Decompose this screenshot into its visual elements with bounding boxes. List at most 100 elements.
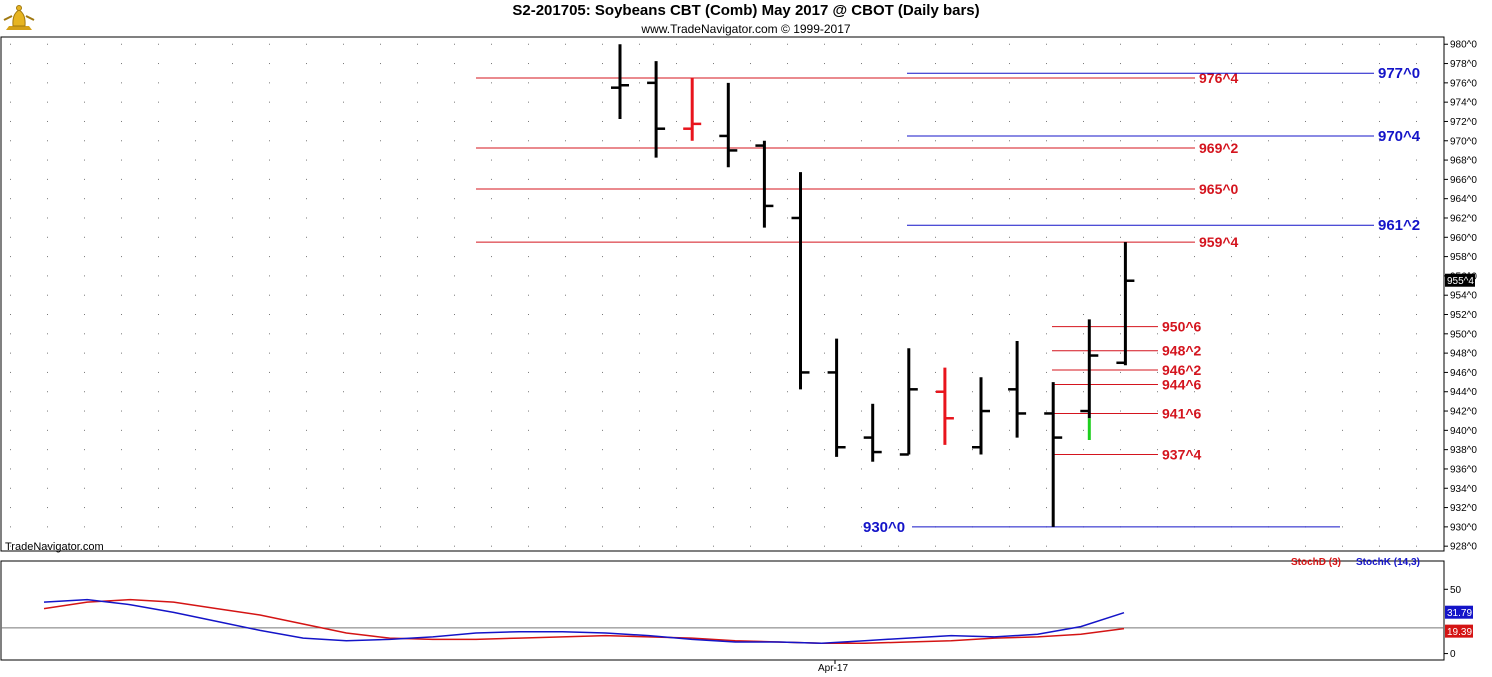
grid-dot	[935, 294, 936, 296]
y-tick-label: 980^0	[1450, 40, 1477, 51]
grid-dot	[1009, 236, 1010, 238]
grid-dot	[1268, 468, 1269, 470]
legend-stochd: StochD (3)	[1291, 557, 1341, 568]
grid-dot	[602, 275, 603, 277]
grid-dot	[10, 236, 11, 238]
grid-dot	[1194, 159, 1195, 161]
grid-dot	[1009, 314, 1010, 316]
grid-dot	[306, 391, 307, 393]
grid-dot	[84, 545, 85, 547]
grid-dot	[1120, 275, 1121, 277]
grid-dot	[306, 294, 307, 296]
grid-dot	[1268, 429, 1269, 431]
level-label-red: 937^4	[1162, 446, 1202, 462]
grid-dot	[10, 140, 11, 142]
grid-dot	[491, 101, 492, 103]
grid-dot	[1157, 468, 1158, 470]
grid-dot	[1009, 82, 1010, 84]
grid-dot	[84, 43, 85, 45]
grid-dot	[1009, 487, 1010, 489]
grid-dot	[1120, 545, 1121, 547]
y-tick-label: 942^0	[1450, 407, 1477, 418]
grid-dot	[269, 314, 270, 316]
grid-dot	[898, 526, 899, 528]
grid-dot	[121, 256, 122, 258]
grid-dot	[1268, 159, 1269, 161]
grid-dot	[269, 120, 270, 122]
grid-dot	[1120, 410, 1121, 412]
grid-dot	[565, 198, 566, 200]
stochastic-panel-frame	[0, 560, 1445, 661]
grid-dot	[1194, 429, 1195, 431]
grid-dot	[380, 294, 381, 296]
grid-dot	[972, 352, 973, 354]
grid-dot	[121, 43, 122, 45]
grid-dot	[528, 178, 529, 180]
grid-dot	[84, 82, 85, 84]
grid-dot	[1231, 333, 1232, 335]
grid-dot	[824, 101, 825, 103]
grid-dot	[10, 352, 11, 354]
ohlc-bar	[611, 44, 629, 120]
grid-dot	[1194, 217, 1195, 219]
grid-dot	[861, 256, 862, 258]
grid-dot	[491, 468, 492, 470]
grid-dot	[1342, 140, 1343, 142]
grid-dot	[639, 449, 640, 451]
grid-dot	[491, 526, 492, 528]
grid-dot	[454, 371, 455, 373]
grid-dot	[195, 294, 196, 296]
grid-dot	[565, 371, 566, 373]
grid-dot	[195, 82, 196, 84]
y-tick-label: 972^0	[1450, 117, 1477, 128]
grid-dot	[713, 236, 714, 238]
grid-dot	[824, 487, 825, 489]
grid-dot	[454, 314, 455, 316]
grid-dot	[1120, 371, 1121, 373]
ohlc-bar	[1044, 382, 1063, 527]
grid-dot	[750, 63, 751, 65]
grid-dot	[1083, 43, 1084, 45]
last-price-box	[1445, 273, 1475, 287]
grid-dot	[750, 101, 751, 103]
grid-dot	[1157, 545, 1158, 547]
grid-dot	[898, 178, 899, 180]
grid-dot	[1342, 275, 1343, 277]
grid-dot	[787, 275, 788, 277]
grid-dot	[121, 120, 122, 122]
grid-dot	[898, 468, 899, 470]
grid-dot	[1046, 101, 1047, 103]
grid-dot	[1305, 140, 1306, 142]
grid-dot	[454, 120, 455, 122]
grid-dot	[269, 159, 270, 161]
grid-dot	[787, 526, 788, 528]
grid-dot	[713, 159, 714, 161]
grid-dot	[84, 526, 85, 528]
grid-dot	[824, 217, 825, 219]
grid-dot	[1083, 140, 1084, 142]
grid-dot	[1120, 101, 1121, 103]
grid-dot	[454, 140, 455, 142]
grid-dot	[861, 333, 862, 335]
grid-dot	[676, 371, 677, 373]
grid-dot	[10, 391, 11, 393]
grid-dot	[1009, 101, 1010, 103]
grid-dot	[824, 468, 825, 470]
grid-dot	[343, 391, 344, 393]
grid-dot	[195, 333, 196, 335]
grid-dot	[972, 140, 973, 142]
grid-dot	[787, 82, 788, 84]
grid-dot	[676, 314, 677, 316]
grid-dot	[491, 391, 492, 393]
grid-dot	[84, 120, 85, 122]
grid-dot	[454, 294, 455, 296]
grid-dot	[380, 217, 381, 219]
grid-dot	[1009, 371, 1010, 373]
grid-dot	[47, 178, 48, 180]
grid-dot	[676, 275, 677, 277]
grid-dot	[639, 352, 640, 354]
grid-dot	[750, 159, 751, 161]
grid-dot	[454, 198, 455, 200]
grid-dot	[232, 159, 233, 161]
grid-dot	[639, 236, 640, 238]
